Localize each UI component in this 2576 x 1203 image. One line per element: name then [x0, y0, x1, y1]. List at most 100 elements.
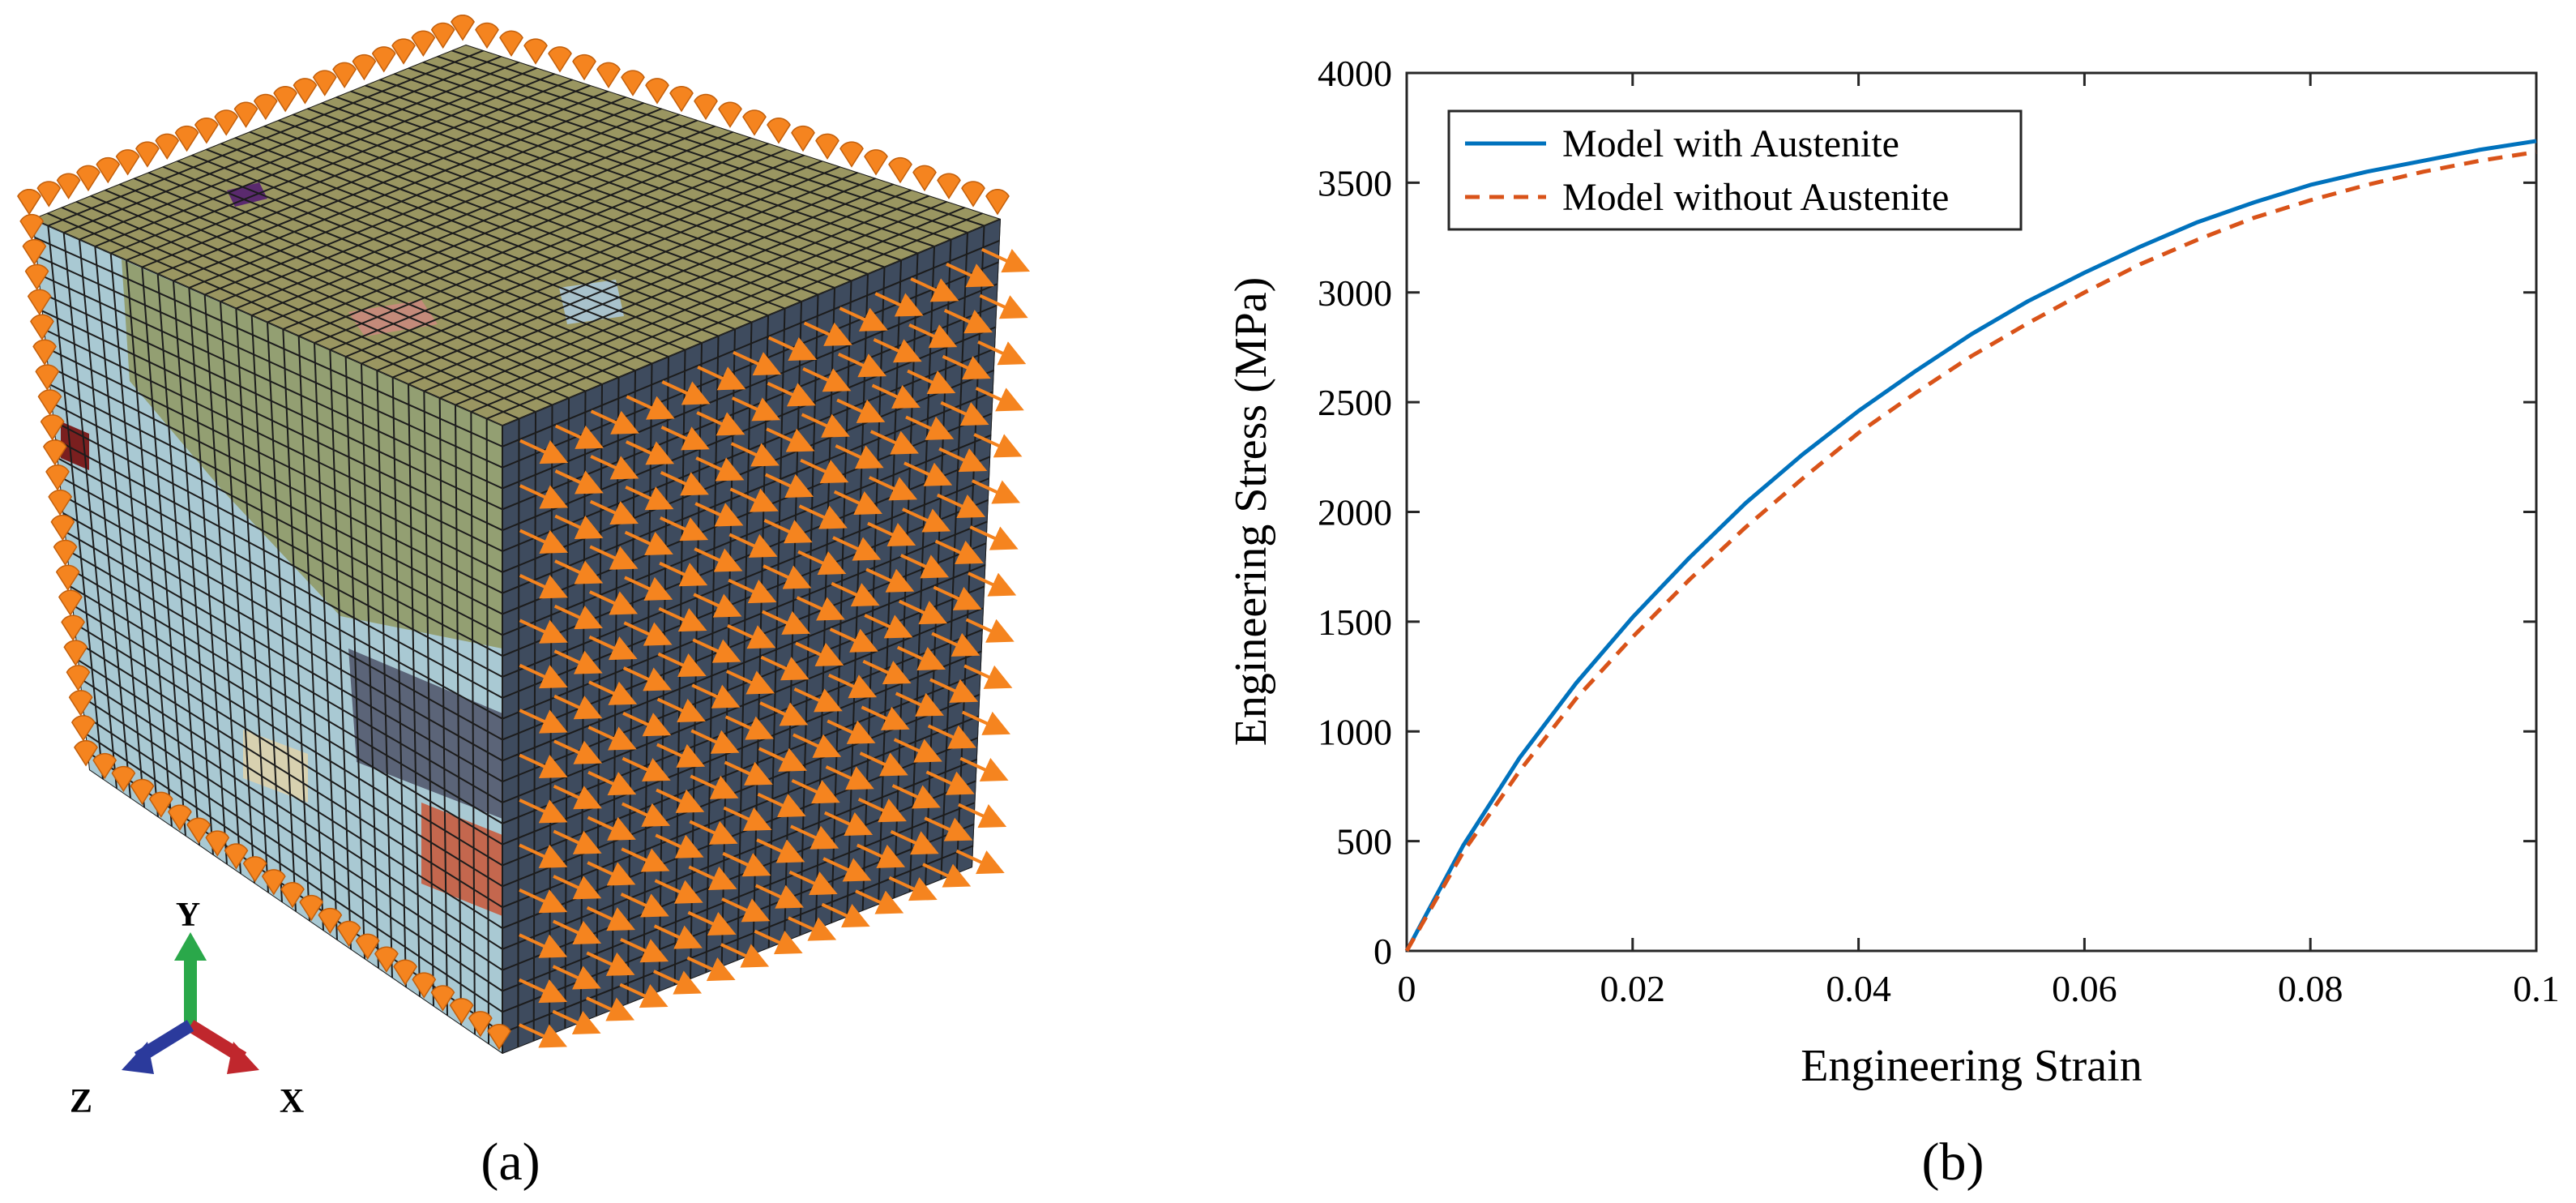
load-arrow	[519, 529, 569, 554]
load-arrow	[723, 806, 772, 832]
load-arrow	[927, 724, 976, 749]
load-arrow	[686, 956, 736, 982]
load-arrow	[910, 277, 959, 302]
y-tick-label: 2000	[1318, 492, 1392, 533]
load-arrow	[969, 525, 1019, 550]
fixed-support-symbol	[42, 439, 67, 466]
mesh-line	[470, 206, 966, 413]
y-tick-label: 500	[1336, 821, 1392, 863]
grain-blue-region	[559, 280, 624, 324]
load-arrow	[940, 400, 989, 426]
load-arrow	[730, 442, 780, 467]
load-arrow	[620, 893, 669, 918]
fixed-support-symbol	[596, 62, 621, 89]
series-line-with-austenite	[1404, 139, 2537, 953]
load-arrow	[788, 916, 837, 941]
mesh-line	[79, 677, 502, 950]
x-axis-arrowhead	[227, 1042, 259, 1074]
load-arrow	[587, 770, 637, 796]
panel-a-caption: (a)	[481, 1132, 540, 1192]
load-arrow	[652, 970, 703, 995]
load-arrow	[554, 469, 604, 494]
load-arrow	[898, 599, 948, 625]
load-arrow	[790, 824, 839, 850]
series-line-without-austenite	[1404, 149, 2537, 953]
load-arrow	[553, 829, 602, 854]
load-arrow	[687, 910, 737, 936]
load-arrow	[977, 340, 1027, 366]
mesh-line	[439, 195, 930, 399]
load-arrow	[728, 533, 778, 558]
load-arrow	[721, 897, 771, 923]
fixed-support-symbol	[742, 109, 767, 136]
load-arrow	[943, 308, 993, 334]
load-arrow	[873, 337, 922, 363]
load-arrow	[929, 678, 979, 703]
mesh-line	[470, 411, 476, 1035]
fixed-support-symbol	[155, 133, 180, 160]
mesh-line	[88, 769, 502, 1054]
load-arrow	[552, 1009, 601, 1035]
load-arrow	[938, 447, 988, 473]
x-tick-label: 0.02	[1600, 968, 1666, 1009]
fixed-support-symbol	[523, 38, 548, 65]
cube-top-face	[32, 45, 1001, 426]
load-arrow	[589, 545, 639, 570]
mesh-line	[81, 696, 502, 971]
load-arrow	[791, 778, 840, 804]
load-arrow	[963, 664, 1013, 689]
load-arrow	[690, 774, 739, 799]
boundary-condition-symbols	[17, 15, 1010, 1051]
grain-red-region	[421, 803, 502, 916]
load-arrow	[958, 803, 1007, 828]
load-arrow	[622, 756, 671, 782]
load-arrow	[754, 929, 803, 955]
load-arrow	[855, 889, 904, 914]
fixed-support-symbol	[53, 539, 78, 567]
fixed-support-symbol	[63, 640, 88, 666]
load-arrow	[519, 933, 568, 958]
fixed-support-symbol	[55, 564, 80, 592]
load-arrow	[874, 292, 924, 317]
mesh-line	[940, 232, 968, 880]
load-arrow	[759, 701, 809, 726]
fixed-support-symbol	[224, 843, 249, 870]
load-arrow	[760, 655, 810, 681]
load-arrow	[839, 306, 888, 332]
load-arrow	[656, 788, 705, 813]
mesh-line	[455, 405, 462, 1026]
fixed-support-symbol	[37, 389, 62, 416]
load-arrow	[868, 476, 918, 501]
fixed-support-symbol	[499, 30, 523, 57]
load-arrow	[519, 484, 569, 509]
load-arrow	[825, 765, 874, 790]
load-arrow	[588, 590, 639, 615]
fixed-support-symbol	[371, 46, 396, 73]
mesh-line	[455, 200, 948, 406]
mesh-line	[438, 397, 448, 1017]
fixed-support-symbol	[253, 93, 278, 121]
fixed-support-symbol	[475, 22, 499, 49]
load-arrow	[727, 624, 776, 649]
mesh-cube-figure: Y Z X (a)	[17, 15, 1031, 1192]
load-arrow	[905, 415, 955, 440]
load-arrow	[922, 863, 972, 888]
mesh-line	[465, 45, 1001, 220]
fixed-support-symbol	[96, 156, 121, 184]
load-arrow	[835, 444, 884, 469]
load-arrow	[660, 516, 709, 542]
fixed-support-symbol	[280, 882, 305, 909]
y-tick-label: 0	[1373, 931, 1392, 972]
load-arrow	[587, 861, 636, 886]
load-arrow	[554, 559, 604, 584]
fixed-support-symbol	[24, 263, 49, 291]
fixed-support-symbol	[318, 907, 343, 935]
load-arrow	[622, 666, 672, 691]
load-arrow	[625, 485, 674, 511]
load-arrow	[519, 663, 568, 689]
load-arrow	[836, 398, 886, 423]
x-tick-label: 0.04	[1826, 968, 1891, 1009]
load-arrow	[797, 550, 847, 576]
load-arrow	[619, 983, 669, 1008]
load-arrow	[861, 705, 910, 730]
